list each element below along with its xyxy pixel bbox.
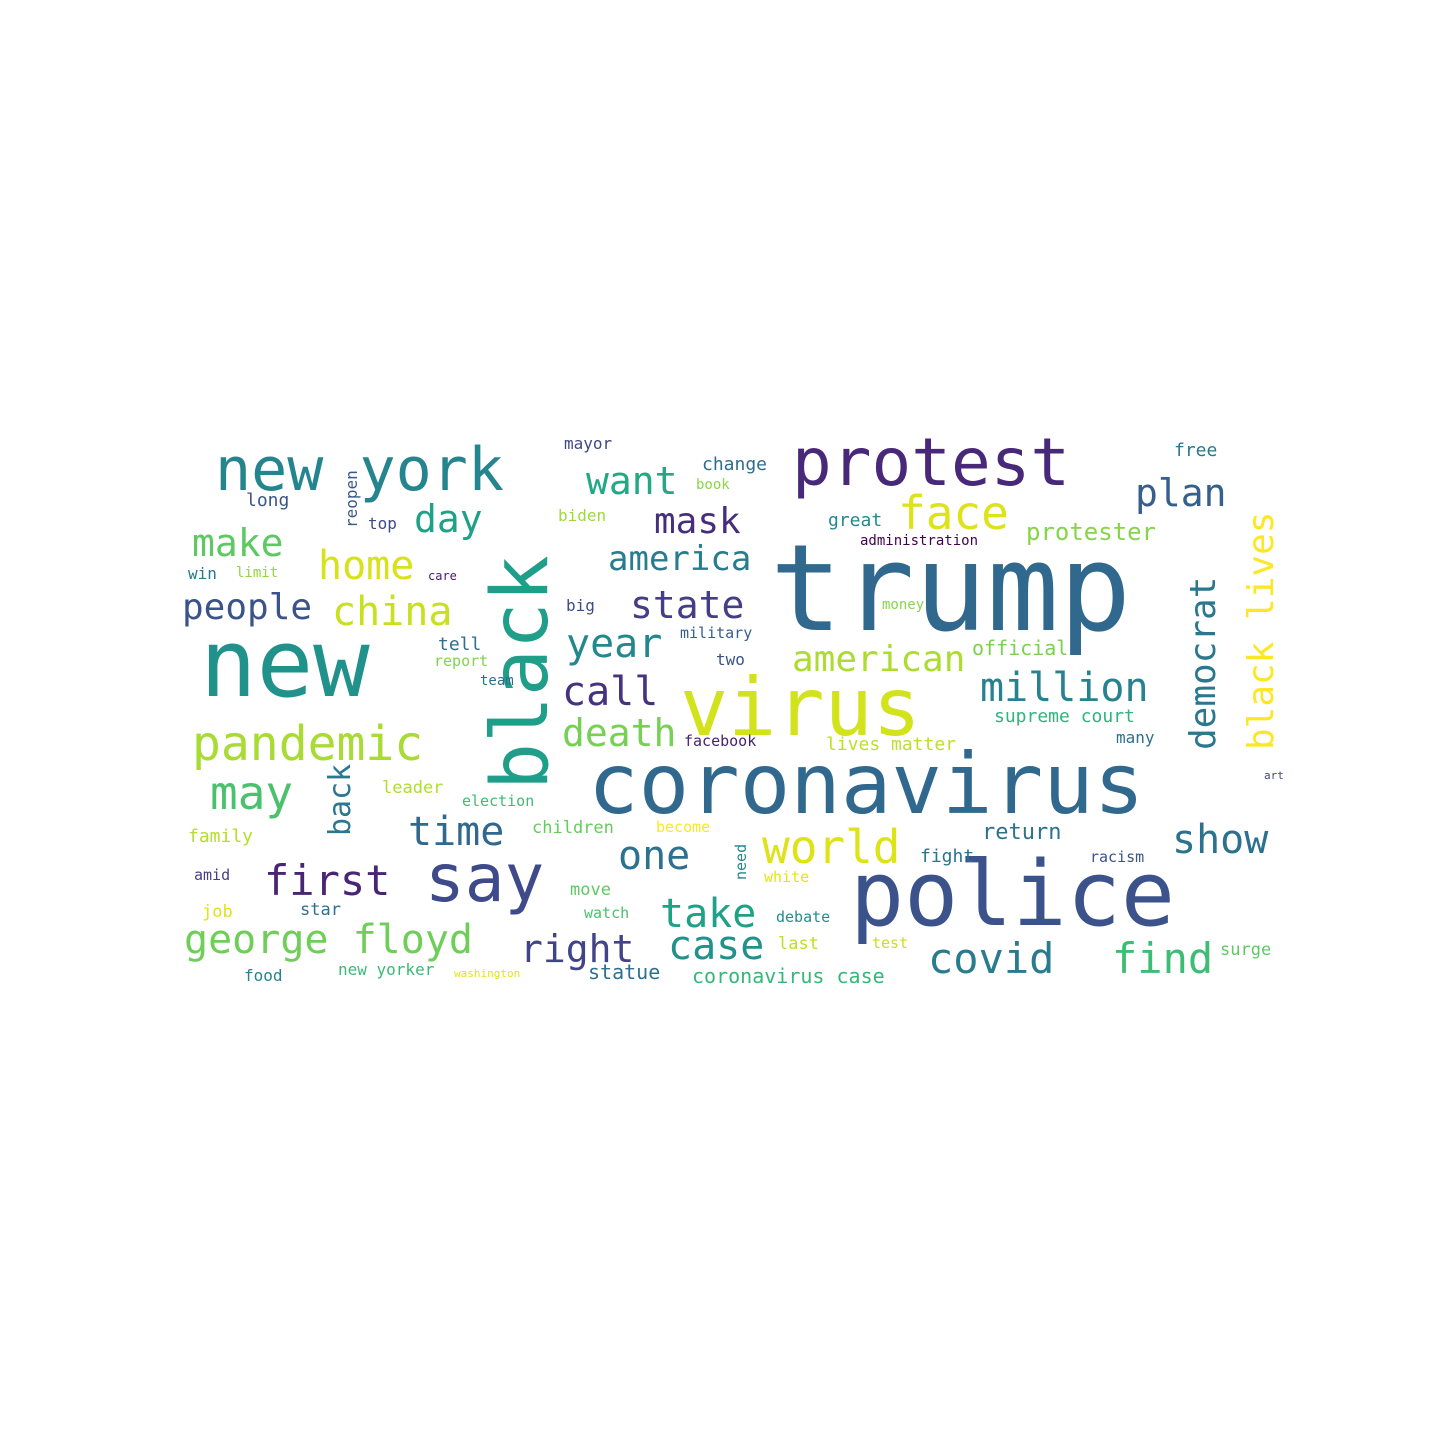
word-day: day bbox=[414, 497, 483, 541]
word-mask: mask bbox=[654, 501, 741, 542]
word-police: police bbox=[850, 842, 1176, 947]
word-new-york: new york bbox=[215, 435, 504, 505]
word-care: care bbox=[428, 569, 457, 583]
word-mayor: mayor bbox=[564, 434, 613, 453]
word-state: state bbox=[630, 583, 745, 627]
word-lives-matter: lives matter bbox=[826, 734, 957, 755]
word-pandemic: pandemic bbox=[192, 716, 424, 772]
word-watch: watch bbox=[584, 904, 630, 922]
word-military: military bbox=[680, 624, 753, 642]
word-biden: biden bbox=[558, 506, 607, 525]
word-protester: protester bbox=[1026, 518, 1157, 546]
word-one: one bbox=[618, 833, 691, 879]
word-team: team bbox=[480, 673, 514, 689]
word-big: big bbox=[566, 596, 595, 615]
word-want: want bbox=[586, 459, 678, 503]
word-cloud: trump coronavirus police new virus protest bla… bbox=[180, 430, 1290, 990]
word-test: test bbox=[872, 934, 909, 952]
word-limit: limit bbox=[236, 565, 279, 581]
word-official: official bbox=[972, 636, 1069, 660]
word-new: new bbox=[200, 610, 370, 719]
word-debate: debate bbox=[776, 908, 831, 926]
word-food: food bbox=[244, 966, 283, 985]
word-george-floyd: george floyd bbox=[184, 917, 473, 963]
word-face: face bbox=[898, 486, 1009, 540]
word-return: return bbox=[982, 820, 1062, 845]
word-world: world bbox=[762, 820, 901, 874]
word-star: star bbox=[300, 900, 341, 920]
word-black-lives: black lives bbox=[1241, 511, 1282, 750]
word-home: home bbox=[318, 543, 415, 589]
word-become: become bbox=[656, 818, 711, 836]
word-right: right bbox=[520, 927, 635, 971]
word-art: art bbox=[1264, 769, 1284, 782]
word-make: make bbox=[192, 521, 284, 565]
word-washington: washington bbox=[454, 967, 521, 980]
word-report: report bbox=[434, 652, 489, 670]
word-fight: fight bbox=[920, 846, 975, 867]
word-white: white bbox=[764, 868, 810, 886]
word-need: need bbox=[732, 843, 750, 880]
word-death: death bbox=[562, 711, 677, 755]
word-protest: protest bbox=[792, 424, 1071, 501]
word-take: take bbox=[660, 891, 757, 937]
word-book: book bbox=[696, 477, 730, 493]
word-new-yorker: new yorker bbox=[338, 960, 435, 979]
word-find: find bbox=[1112, 934, 1214, 983]
word-plan: plan bbox=[1135, 471, 1227, 515]
word-two: two bbox=[716, 650, 745, 669]
word-first: first bbox=[264, 856, 391, 905]
word-racism: racism bbox=[1090, 848, 1145, 866]
word-long: long bbox=[246, 490, 290, 511]
word-job: job bbox=[202, 902, 233, 922]
word-case: case bbox=[668, 923, 765, 969]
word-statue: statue bbox=[588, 960, 661, 984]
word-trump: trump bbox=[770, 520, 1132, 659]
word-top: top bbox=[368, 514, 397, 533]
word-change: change bbox=[702, 454, 768, 475]
word-coronavirus: coronavirus bbox=[588, 735, 1145, 833]
word-time: time bbox=[408, 809, 505, 855]
word-back: back bbox=[323, 763, 358, 836]
word-say: say bbox=[425, 840, 545, 917]
word-million: million bbox=[980, 665, 1149, 711]
word-america: america bbox=[608, 539, 752, 579]
word-people: people bbox=[182, 587, 313, 628]
word-win: win bbox=[188, 564, 217, 583]
word-last: last bbox=[778, 934, 819, 954]
word-family: family bbox=[188, 826, 254, 847]
word-show: show bbox=[1172, 817, 1269, 863]
word-great: great bbox=[828, 510, 883, 531]
word-coronavirus-case: coronavirus case bbox=[692, 964, 885, 988]
word-free: free bbox=[1174, 440, 1218, 461]
word-democrat: democrat bbox=[1183, 576, 1224, 750]
word-move: move bbox=[570, 880, 611, 900]
word-may: may bbox=[210, 766, 294, 820]
word-china: china bbox=[332, 589, 453, 635]
word-virus: virus bbox=[680, 661, 921, 754]
word-supreme-court: supreme court bbox=[994, 706, 1135, 727]
word-children: children bbox=[532, 818, 614, 838]
word-leader: leader bbox=[382, 778, 444, 798]
word-reopen: reopen bbox=[342, 470, 361, 528]
word-election: election bbox=[462, 792, 535, 810]
word-american: american bbox=[792, 639, 966, 680]
word-tell: tell bbox=[438, 634, 482, 655]
word-call: call bbox=[562, 669, 659, 715]
word-covid: covid bbox=[928, 934, 1055, 983]
word-year: year bbox=[566, 621, 663, 667]
word-many: many bbox=[1116, 728, 1155, 747]
word-money: money bbox=[882, 597, 925, 613]
word-amid: amid bbox=[194, 866, 231, 884]
word-administration: administration bbox=[860, 533, 979, 549]
word-surge: surge bbox=[1220, 940, 1272, 960]
word-facebook: facebook bbox=[684, 732, 757, 750]
